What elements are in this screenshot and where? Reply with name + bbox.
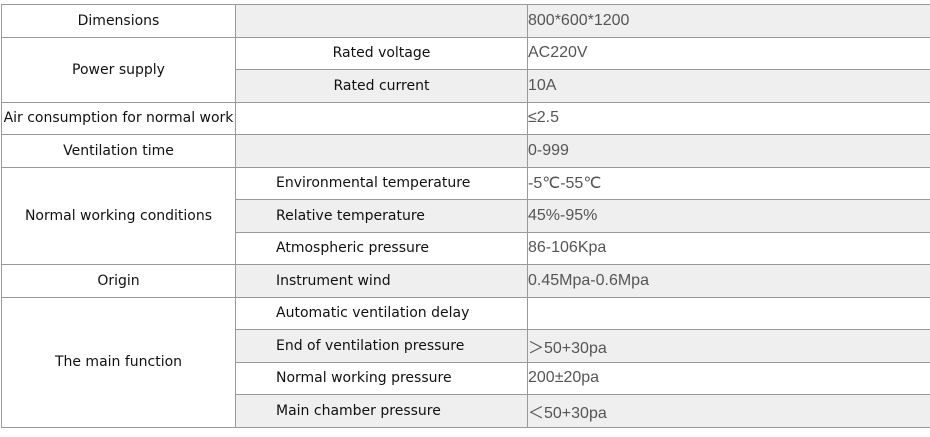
row-value-atmospheric-pressure: 86-106Kpa [528,232,930,265]
row-value-ventilation-time: 0-999 [528,135,930,168]
row-sub-main-chamber-pressure: Main chamber pressure [236,395,528,428]
table-row: Origin Instrument wind 0.45Mpa-0.6Mpa [2,265,930,298]
row-value-instrument-wind: 0.45Mpa-0.6Mpa [528,265,930,298]
row-value-automatic-ventilation-delay [528,297,930,330]
table-row: Dimensions 800*600*1200 [2,5,930,38]
row-sub-environmental-temperature: Environmental temperature [236,167,528,200]
row-sub-instrument-wind: Instrument wind [236,265,528,298]
row-sub-atmospheric-pressure: Atmospheric pressure [236,232,528,265]
row-sub-empty [236,102,528,135]
spec-table: Dimensions 800*600*1200 Power supply Rat… [1,4,930,428]
row-sub-empty [236,5,528,38]
row-sub-rated-current: Rated current [236,70,528,103]
row-label-origin: Origin [2,265,236,298]
table-row: Air consumption for normal work ≤2.5 [2,102,930,135]
row-value-rated-voltage: AC220V [528,37,930,70]
row-value-rated-current: 10A [528,70,930,103]
row-sub-end-ventilation-pressure: End of ventilation pressure [236,330,528,363]
table-row: Normal working conditions Environmental … [2,167,930,200]
row-sub-rated-voltage: Rated voltage [236,37,528,70]
table-row: The main function Automatic ventilation … [2,297,930,330]
row-label-dimensions: Dimensions [2,5,236,38]
row-sub-automatic-ventilation-delay: Automatic ventilation delay [236,297,528,330]
row-label-power-supply: Power supply [2,37,236,102]
row-label-working-conditions: Normal working conditions [2,167,236,265]
row-value-dimensions: 800*600*1200 [528,5,930,38]
row-sub-relative-temperature: Relative temperature [236,200,528,233]
row-value-relative-temperature: 45%-95% [528,200,930,233]
row-value-normal-working-pressure: 200±20pa [528,362,930,395]
row-label-main-function: The main function [2,297,236,427]
table-row: Power supply Rated voltage AC220V [2,37,930,70]
row-label-ventilation-time: Ventilation time [2,135,236,168]
row-sub-empty [236,135,528,168]
row-value-environmental-temperature: -5℃-55℃ [528,167,930,200]
row-label-air-consumption: Air consumption for normal work [2,102,236,135]
table-row: Ventilation time 0-999 [2,135,930,168]
row-value-air-consumption: ≤2.5 [528,102,930,135]
row-value-end-ventilation-pressure: ＞50+30pa [528,330,930,363]
row-sub-normal-working-pressure: Normal working pressure [236,362,528,395]
row-value-main-chamber-pressure: ＜50+30pa [528,395,930,428]
